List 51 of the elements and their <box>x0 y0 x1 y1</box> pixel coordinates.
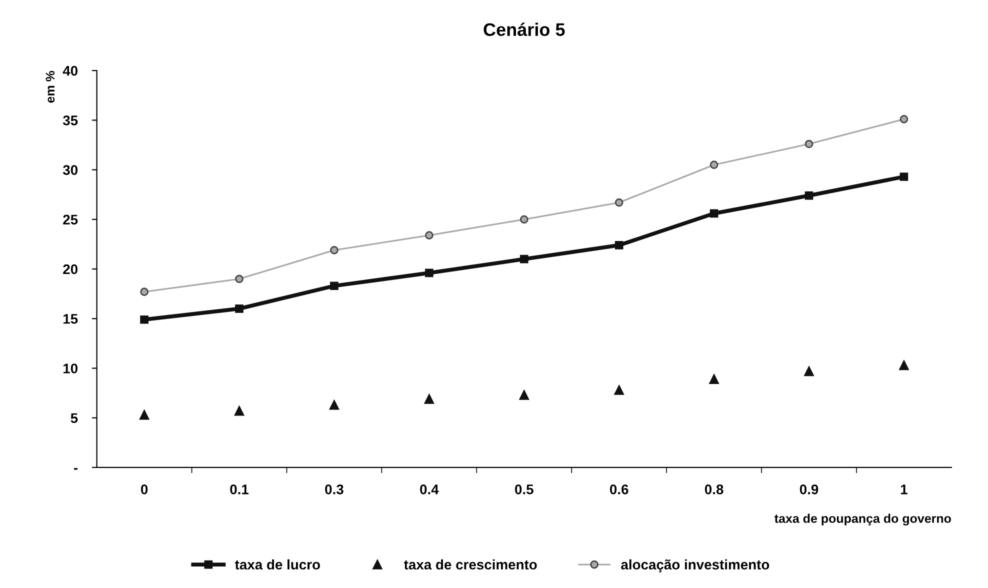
x-tick-label: 0.9 <box>800 484 818 494</box>
x-tick-label: 0.5 <box>515 484 534 494</box>
point <box>710 160 718 169</box>
point <box>330 282 338 290</box>
point <box>425 231 434 240</box>
point <box>900 172 908 181</box>
point <box>520 215 528 224</box>
y-tick-label: 40 <box>62 66 78 76</box>
x-tick-label: 0.1 <box>230 484 249 494</box>
x-tick-label: 0 <box>140 484 148 494</box>
point <box>235 274 244 284</box>
legend-label: taxa de lucro <box>234 559 320 570</box>
point <box>614 241 624 250</box>
y-tick-label: 10 <box>64 364 78 374</box>
point <box>804 366 814 376</box>
x-tick-label: 0.6 <box>610 484 628 494</box>
point <box>424 394 434 404</box>
y-axis-title: em % <box>46 70 55 103</box>
point <box>709 374 719 384</box>
point <box>614 385 624 395</box>
point <box>520 254 528 264</box>
y-tick-label: 25 <box>63 214 78 225</box>
x-tick-label: 0.3 <box>325 484 344 494</box>
chart-title: Cenário 5 <box>484 22 565 36</box>
x-axis-title: taxa de poupança do governo <box>774 514 951 526</box>
y-tick-label: 20 <box>63 264 78 274</box>
point <box>899 360 909 370</box>
y-tick-label: - <box>74 468 78 470</box>
point <box>804 140 814 148</box>
point <box>329 400 340 410</box>
point <box>140 315 148 324</box>
point <box>330 246 338 254</box>
point <box>139 410 150 420</box>
point <box>614 198 624 207</box>
point <box>425 268 434 278</box>
point <box>234 406 244 416</box>
x-tick-label: 1 <box>900 484 908 494</box>
legend-label: taxa de crescimento <box>404 559 537 570</box>
point <box>900 115 908 124</box>
point <box>519 390 529 400</box>
x-tick-label: 0.4 <box>420 484 439 494</box>
point <box>140 288 148 296</box>
y-tick-label: 35 <box>62 116 78 126</box>
point <box>804 191 814 200</box>
y-tick-label: 30 <box>62 165 78 175</box>
y-tick-label: 15 <box>64 314 78 324</box>
x-tick-label: 0.8 <box>704 484 724 494</box>
y-tick-label: 5 <box>70 413 78 424</box>
point <box>710 209 718 218</box>
point <box>235 304 244 313</box>
legend-label: alocação investimento <box>621 559 770 572</box>
